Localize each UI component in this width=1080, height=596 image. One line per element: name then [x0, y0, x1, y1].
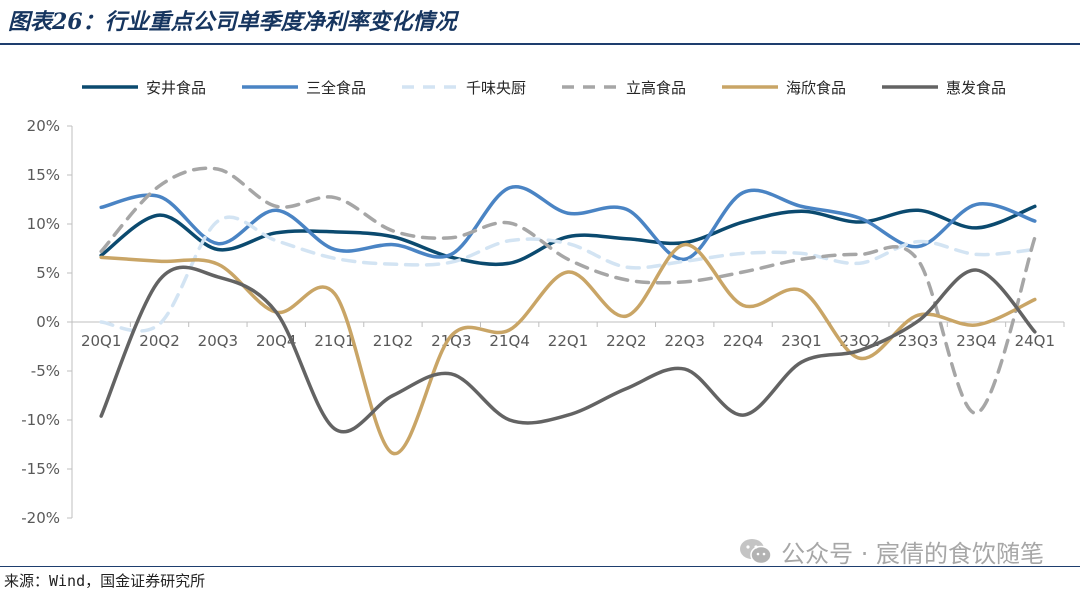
- x-tick-label: 23Q1: [781, 332, 821, 350]
- y-tick-label: 10%: [27, 215, 60, 233]
- series-lines: [99, 166, 1037, 456]
- source-note: 来源：Wind，国金证券研究所: [4, 572, 206, 590]
- x-tick-label: 22Q1: [548, 332, 588, 350]
- legend-label: 惠发食品: [946, 79, 1006, 97]
- y-tick-label: -10%: [21, 411, 60, 429]
- x-tick-label: 21Q2: [373, 332, 413, 350]
- x-tick-label: 20Q1: [81, 332, 121, 350]
- series-line-3: [99, 215, 1037, 333]
- watermark: 公众号 · 宸倩的食饮随笔: [739, 534, 1044, 569]
- x-tick-label: 22Q2: [606, 332, 646, 350]
- title-divider: [0, 43, 1080, 45]
- y-tick-label: 15%: [27, 166, 60, 184]
- series-line-6: [99, 265, 1037, 434]
- wechat-icon: [740, 538, 772, 564]
- x-tick-label: 20Q3: [198, 332, 238, 350]
- x-tick-label: 23Q3: [898, 332, 938, 350]
- legend-label: 海欣食品: [786, 79, 846, 97]
- series-line-1: [99, 204, 1037, 267]
- x-tick-label: 21Q1: [314, 332, 354, 350]
- x-tick-label: 20Q2: [139, 332, 179, 350]
- x-tick-label: 20Q4: [256, 332, 296, 350]
- footer-divider: [0, 566, 1080, 567]
- y-tick-label: 0%: [36, 313, 60, 331]
- net-margin-line-chart: 安井食品 三全食品 千味央厨 立高食品 海欣食品 惠发食品 20% 15% 10% 5% 0% -5…: [21, 79, 1065, 527]
- x-tick-label: 24Q1: [1015, 332, 1055, 350]
- x-tick-label: 21Q3: [431, 332, 471, 350]
- x-axis: 20Q1 20Q2 20Q3 20Q4 21Q1 21Q2 21Q3 21Q4 22Q1 22Q2…: [71, 321, 1065, 350]
- y-tick-label: -15%: [21, 460, 60, 478]
- y-tick-label: -5%: [31, 362, 60, 380]
- y-tick-label: -20%: [21, 509, 60, 527]
- x-tick-label: 22Q3: [664, 332, 704, 350]
- legend-label: 立高食品: [626, 79, 686, 97]
- series-line-2: [99, 184, 1037, 262]
- y-tick-label: 5%: [36, 264, 60, 282]
- x-tick-label: 21Q4: [489, 332, 529, 350]
- watermark-text: 公众号 · 宸倩的食饮随笔: [781, 540, 1044, 568]
- legend-label: 千味央厨: [466, 79, 526, 97]
- series-line-4: [99, 166, 1037, 415]
- chart-legend: 安井食品 三全食品 千味央厨 立高食品 海欣食品 惠发食品: [82, 79, 1006, 97]
- y-tick-label: 20%: [27, 117, 60, 135]
- x-tick-label: 23Q4: [956, 332, 996, 350]
- figure-title: 图表26：行业重点公司单季度净利率变化情况: [8, 9, 457, 35]
- legend-label: 安井食品: [146, 79, 206, 97]
- y-axis: 20% 15% 10% 5% 0% -5% -10% -15% -20%: [21, 117, 73, 527]
- x-tick-label: 22Q4: [723, 332, 763, 350]
- legend-label: 三全食品: [306, 79, 366, 97]
